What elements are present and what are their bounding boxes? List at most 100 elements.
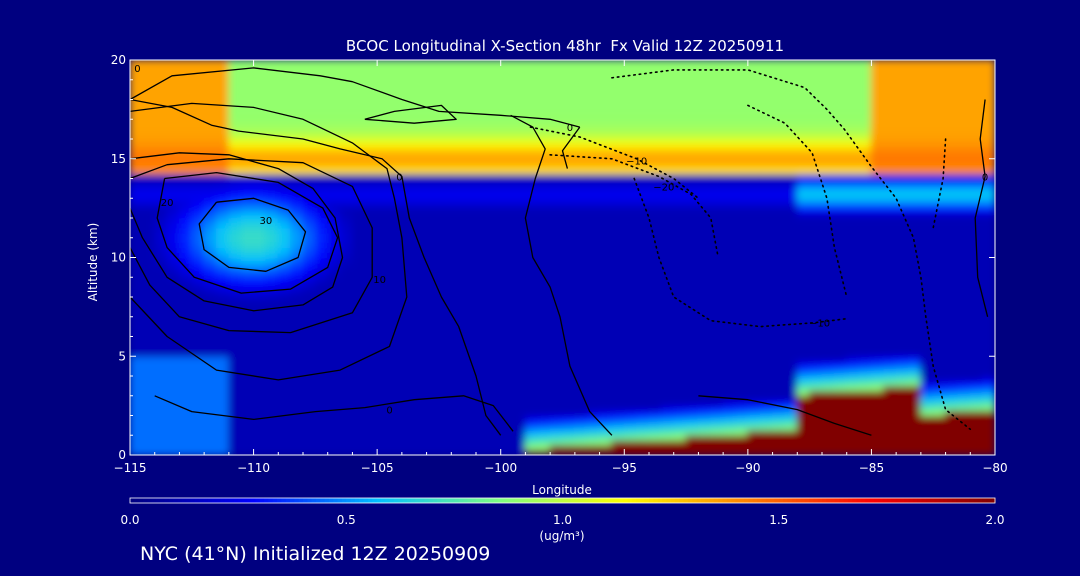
heatmap-cell (623, 434, 638, 441)
heatmap-cell (253, 419, 267, 426)
heatmap-cell (524, 212, 539, 219)
heatmap-cell (858, 281, 872, 288)
heatmap-cell (784, 79, 798, 86)
heatmap-cell (389, 375, 403, 382)
heatmap-cell (141, 252, 156, 258)
heatmap-cell (141, 192, 156, 199)
heatmap-cell (883, 380, 897, 387)
heatmap-cell (500, 429, 514, 436)
heatmap-cell (883, 370, 897, 377)
heatmap-cell (450, 64, 465, 71)
heatmap-cell (735, 424, 749, 431)
heatmap-cell (537, 192, 551, 199)
heatmap-cell (735, 182, 749, 189)
heatmap-cell (191, 345, 205, 352)
heatmap-cell (154, 365, 168, 372)
heatmap-cell (636, 60, 650, 66)
heatmap-cell (784, 64, 798, 71)
heatmap-cell (130, 261, 143, 268)
heatmap-cell (351, 148, 366, 155)
heatmap-cell (747, 138, 761, 145)
heatmap-cell (636, 182, 650, 189)
heatmap-cell (660, 380, 675, 387)
heatmap-cell (537, 321, 551, 328)
heatmap-cell (216, 434, 230, 441)
heatmap-cell (574, 365, 588, 372)
heatmap-cell (858, 133, 872, 140)
heatmap-cell (623, 276, 638, 283)
heatmap-cell (673, 365, 687, 372)
heatmap-cell (376, 74, 390, 81)
heatmap-cell (833, 415, 848, 421)
heatmap-cell (487, 128, 502, 135)
heatmap-cell (364, 69, 378, 76)
heatmap-cell (846, 415, 860, 421)
heatmap-cell (475, 276, 489, 283)
heatmap-cell (228, 89, 242, 96)
heatmap-cell (364, 311, 378, 318)
heatmap-cell (500, 355, 514, 362)
heatmap-cell (314, 380, 329, 387)
heatmap-cell (253, 410, 267, 416)
heatmap-cell (228, 182, 242, 189)
heatmap-cell (178, 207, 193, 214)
heatmap-cell (809, 103, 823, 110)
heatmap-cell (636, 178, 650, 184)
heatmap-cell (660, 286, 675, 293)
heatmap-cell (154, 439, 168, 446)
heatmap-cell (747, 340, 761, 347)
heatmap-cell (216, 380, 230, 387)
heatmap-cell (376, 108, 390, 115)
heatmap-cell (450, 385, 465, 392)
heatmap-cell (747, 257, 761, 263)
heatmap-cell (130, 449, 143, 455)
heatmap-cell (673, 173, 687, 179)
heatmap-cell (141, 326, 156, 333)
heatmap-cell (314, 266, 329, 273)
heatmap-cell (858, 266, 872, 273)
heatmap-cell (487, 276, 502, 283)
heatmap-cell (784, 380, 798, 387)
heatmap-cell (759, 247, 774, 254)
heatmap-cell (438, 395, 452, 402)
heatmap-cell (586, 247, 601, 254)
heatmap-cell (450, 163, 465, 170)
heatmap-cell (722, 390, 736, 397)
heatmap-cell (660, 118, 675, 125)
heatmap-cell (130, 60, 143, 66)
heatmap-cell (500, 385, 514, 392)
heatmap-cell (277, 94, 292, 100)
heatmap-cell (351, 419, 366, 426)
heatmap-cell (809, 395, 823, 402)
heatmap-cell (722, 79, 736, 86)
heatmap-cell (401, 395, 415, 402)
heatmap-cell (562, 370, 576, 377)
heatmap-cell (809, 60, 823, 66)
heatmap-cell (772, 375, 786, 382)
heatmap-cell (389, 192, 403, 199)
heatmap-cell (364, 227, 378, 234)
heatmap-cell (228, 222, 242, 229)
heatmap-cell (512, 247, 526, 254)
heatmap-cell (463, 123, 477, 130)
heatmap-cell (870, 439, 885, 446)
heatmap-cell (537, 316, 551, 323)
heatmap-cell (623, 60, 638, 66)
heatmap-cell (722, 74, 736, 81)
heatmap-cell (599, 158, 613, 165)
heatmap-cell (549, 296, 563, 303)
heatmap-cell (438, 340, 452, 347)
heatmap-cell (821, 252, 835, 258)
heatmap-cell (697, 69, 712, 76)
heatmap-cell (463, 444, 477, 451)
heatmap-cell (784, 331, 798, 337)
heatmap-cell (512, 370, 526, 377)
heatmap-cell (413, 429, 428, 436)
heatmap-cell (586, 449, 601, 455)
heatmap-cell (413, 118, 428, 125)
heatmap-cell (870, 242, 885, 249)
heatmap-cell (722, 123, 736, 130)
heatmap-cell (302, 153, 316, 160)
heatmap-cell (574, 187, 588, 194)
heatmap-cell (524, 375, 539, 382)
